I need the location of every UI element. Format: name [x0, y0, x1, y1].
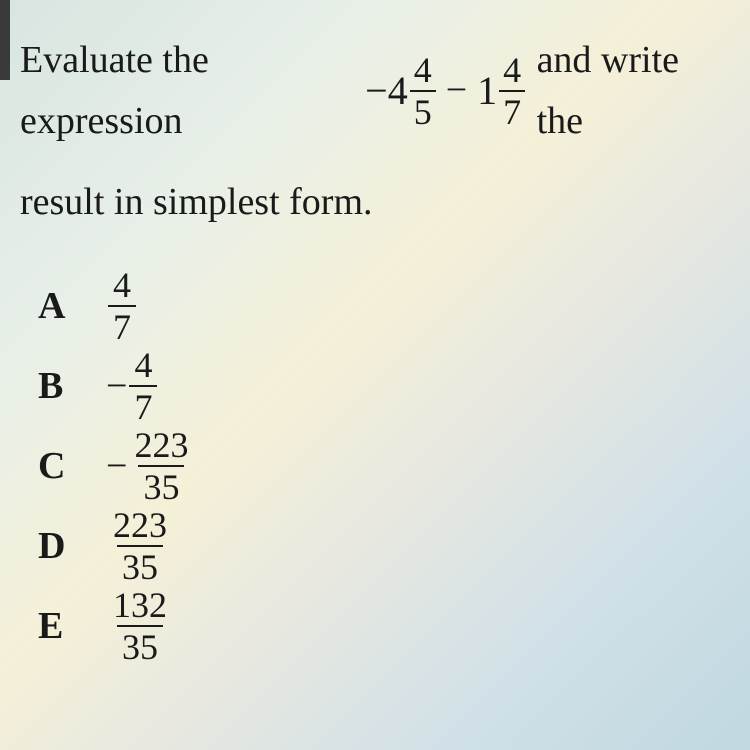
- answer-option[interactable]: C − 223 35: [38, 427, 720, 505]
- answer-fraction: 223 35: [129, 427, 193, 505]
- answer-letter: B: [38, 367, 74, 405]
- answer-sign: −: [106, 444, 127, 488]
- question-prefix: Evaluate the expression: [20, 30, 354, 152]
- answer-option[interactable]: D 223 35: [38, 507, 720, 585]
- term1-whole: −4: [365, 59, 408, 123]
- term1-numerator: 4: [410, 52, 436, 90]
- question-block: Evaluate the expression −4 4 5 − 1 4 7 a…: [20, 30, 720, 232]
- minus-operator: −: [446, 60, 467, 121]
- term1-denominator: 5: [410, 90, 436, 130]
- answer-value: − 4 7: [106, 347, 157, 425]
- answer-fraction: 4 7: [108, 267, 136, 345]
- question-line-1: Evaluate the expression −4 4 5 − 1 4 7 a…: [20, 30, 720, 152]
- answer-numerator: 4: [108, 267, 136, 305]
- term2-numerator: 4: [499, 52, 525, 90]
- answer-denominator: 35: [117, 625, 163, 665]
- answer-denominator: 7: [129, 385, 157, 425]
- left-accent-bar: [0, 0, 10, 80]
- question-line-2: result in simplest form.: [20, 172, 373, 233]
- expression-term-1: −4 4 5: [365, 52, 436, 130]
- answer-numerator: 4: [129, 347, 157, 385]
- answer-denominator: 35: [138, 465, 184, 505]
- expression-term-2: 1 4 7: [477, 52, 525, 130]
- answer-fraction: 132 35: [108, 587, 172, 665]
- term1-fraction: 4 5: [410, 52, 436, 130]
- answer-list: A 4 7 B − 4 7 C − 223 35 D: [20, 267, 720, 665]
- answer-sign: −: [106, 364, 127, 408]
- answer-numerator: 223: [129, 427, 193, 465]
- answer-denominator: 35: [117, 545, 163, 585]
- answer-letter: E: [38, 607, 74, 645]
- answer-option[interactable]: A 4 7: [38, 267, 720, 345]
- answer-option[interactable]: B − 4 7: [38, 347, 720, 425]
- answer-value: 132 35: [106, 587, 172, 665]
- answer-value: − 223 35: [106, 427, 193, 505]
- answer-numerator: 223: [108, 507, 172, 545]
- answer-value: 4 7: [106, 267, 136, 345]
- answer-denominator: 7: [108, 305, 136, 345]
- answer-value: 223 35: [106, 507, 172, 585]
- answer-fraction: 4 7: [129, 347, 157, 425]
- term2-denominator: 7: [499, 90, 525, 130]
- answer-letter: C: [38, 447, 74, 485]
- answer-numerator: 132: [108, 587, 172, 625]
- answer-fraction: 223 35: [108, 507, 172, 585]
- answer-letter: A: [38, 287, 74, 325]
- term2-whole: 1: [477, 59, 497, 123]
- answer-option[interactable]: E 132 35: [38, 587, 720, 665]
- answer-letter: D: [38, 527, 74, 565]
- question-suffix-1: and write the: [537, 30, 720, 152]
- term2-fraction: 4 7: [499, 52, 525, 130]
